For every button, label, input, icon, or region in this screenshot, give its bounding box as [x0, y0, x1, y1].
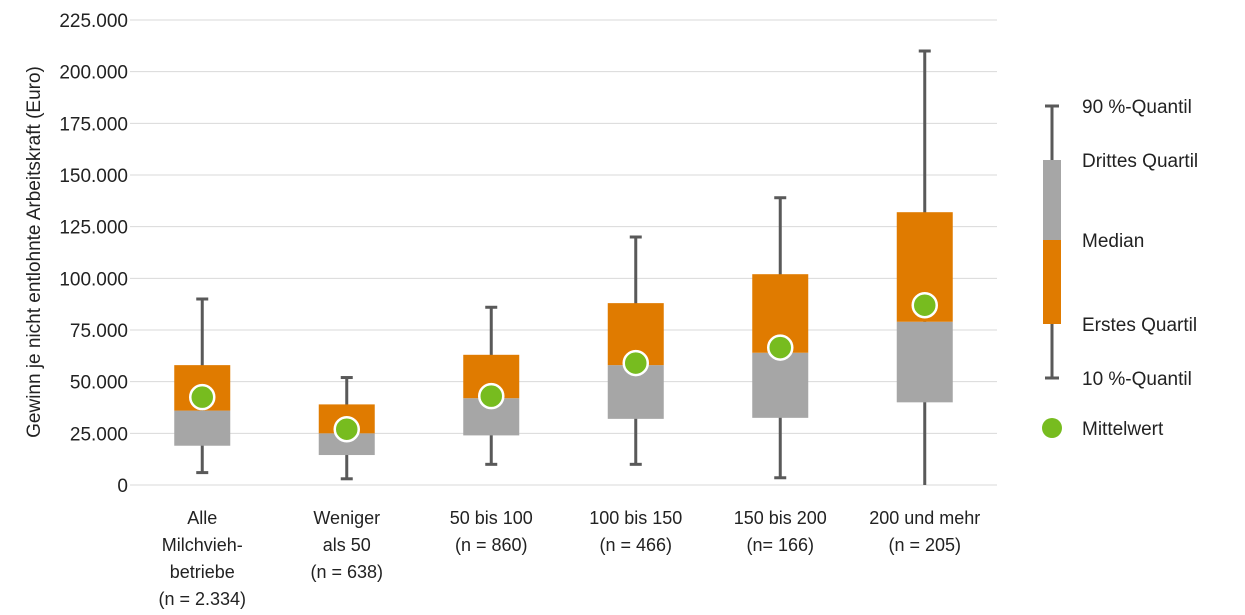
mean-dot: [478, 382, 505, 410]
x-axis-categories: Alle Milchvieh-betriebe (n = 2.334) Weniger…: [158, 508, 980, 609]
box-lower-q1-median: [896, 321, 953, 403]
y-tick-label: 25.000: [70, 424, 128, 445]
legend-p90-label: 90 %-Quantil: [1082, 97, 1192, 118]
x-category-label: (n = 466): [599, 535, 672, 555]
y-tick-label: 175.000: [59, 114, 128, 135]
x-category-label: Weniger: [313, 508, 380, 528]
legend-median-label: Median: [1082, 231, 1144, 252]
box-lower-q1-median: [318, 433, 375, 456]
legend-p10-label: 10 %-Quantil: [1082, 369, 1192, 390]
legend-mean-label: Mittelwert: [1082, 419, 1164, 440]
mean-dot: [333, 415, 360, 443]
x-category-label: als 50: [323, 535, 371, 555]
y-tick-label: 75.000: [70, 321, 128, 342]
legend-lower-box: [1043, 240, 1061, 324]
box-group: [896, 49, 953, 485]
x-category-label: (n= 166): [746, 535, 814, 555]
x-category-label: (n = 205): [888, 535, 961, 555]
x-category-label: 200 und mehr: [869, 508, 980, 528]
legend-q1-label: Erstes Quartil: [1082, 315, 1197, 336]
box-group: [463, 305, 520, 466]
x-category-label: 150 bis 200: [734, 508, 827, 528]
x-category-label: (n = 638): [310, 562, 383, 582]
box-lower-q1-median: [174, 410, 231, 446]
y-tick-label: 125.000: [59, 218, 128, 239]
x-category-label: (n = 860): [455, 535, 528, 555]
y-axis-title: Gewinn je nicht entlohnte Arbeitskraft (…: [24, 66, 45, 438]
x-category-label: betriebe: [170, 562, 235, 582]
x-category-label: (n = 2.334): [158, 589, 246, 609]
x-category-label: Alle: [187, 508, 217, 528]
legend-upper-box: [1043, 160, 1061, 240]
x-category-label: 100 bis 150: [589, 508, 682, 528]
y-tick-label: 150.000: [59, 166, 128, 187]
box-lower-q1-median: [752, 352, 809, 418]
y-tick-label: 0: [117, 476, 128, 497]
y-tick-label: 200.000: [59, 63, 128, 84]
legend: 90 %-Quantil Drittes Quartil Median Erst…: [1042, 97, 1198, 440]
x-category-label: 50 bis 100: [450, 508, 533, 528]
box-group: [607, 235, 664, 466]
box-group: [174, 297, 231, 475]
y-tick-label: 225.000: [59, 11, 128, 32]
legend-q3-label: Drittes Quartil: [1082, 151, 1198, 172]
boxes: [174, 49, 953, 485]
gridlines: [130, 19, 997, 486]
mean-dot: [911, 291, 938, 319]
mean-dot: [189, 383, 216, 411]
mean-dot: [767, 334, 794, 361]
box-group: [752, 196, 809, 480]
y-axis-ticks: 0 25.000 50.000 75.000 100.000 125.000 150.000…: [59, 11, 128, 497]
legend-mean-dot: [1042, 418, 1062, 438]
x-category-label: Milchvieh-: [162, 535, 243, 555]
y-tick-label: 50.000: [70, 373, 128, 394]
y-tick-label: 100.000: [59, 269, 128, 290]
box-group: [318, 376, 375, 481]
mean-dot: [622, 349, 649, 377]
